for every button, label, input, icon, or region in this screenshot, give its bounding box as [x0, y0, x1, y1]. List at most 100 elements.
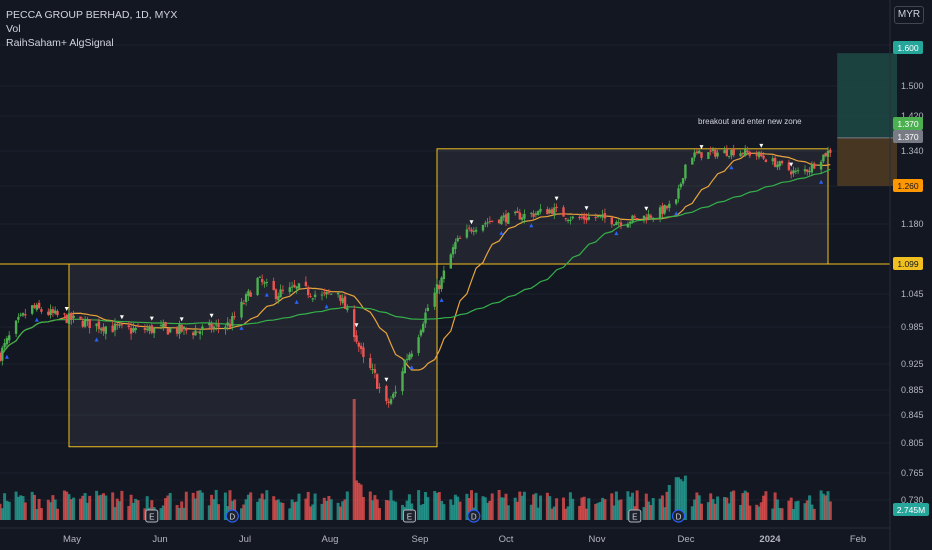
volume-bar	[713, 503, 717, 520]
volume-bar	[194, 498, 197, 520]
candle	[242, 303, 245, 305]
volume-bar	[327, 495, 331, 520]
volume-bar	[16, 496, 20, 520]
volume-legend[interactable]: Vol	[6, 23, 21, 35]
indicator-legend[interactable]: RaihSaham+ AlgSignal	[6, 37, 114, 49]
event-d-marker[interactable]: D	[671, 509, 686, 523]
candle	[668, 203, 671, 208]
signal-marker	[614, 231, 619, 236]
signal-marker	[294, 299, 299, 304]
candle	[633, 216, 636, 218]
candle	[698, 150, 701, 154]
candle	[422, 323, 425, 332]
volume-bar	[644, 493, 648, 520]
candle	[486, 222, 489, 224]
volume-bar	[585, 508, 588, 520]
volume-bar	[180, 501, 184, 520]
candle	[56, 311, 59, 316]
candle	[725, 149, 728, 156]
y-tick-label: 0.845	[901, 410, 924, 420]
volume-bar	[695, 492, 699, 520]
volume-bar	[62, 490, 66, 520]
candle	[143, 327, 147, 331]
volume-bar	[378, 508, 381, 520]
y-tick-label: 0.985	[901, 322, 924, 332]
x-tick-label: Jul	[239, 534, 251, 545]
candle	[17, 316, 20, 320]
candle	[514, 211, 517, 214]
candle	[111, 325, 114, 333]
candle	[150, 325, 153, 333]
candle	[389, 399, 393, 404]
event-d-marker[interactable]: D	[225, 509, 239, 523]
candle	[488, 221, 492, 223]
currency-button[interactable]: MYR	[894, 6, 924, 24]
volume-bar	[440, 500, 444, 520]
candle	[1, 347, 4, 361]
signal-marker	[384, 377, 389, 382]
event-label: E	[149, 513, 154, 522]
candle	[580, 216, 584, 218]
volume-bar	[582, 496, 586, 520]
x-tick-label: 2024	[759, 534, 781, 545]
volume-bar	[516, 501, 519, 520]
event-e-marker[interactable]: E	[402, 509, 416, 523]
candle	[824, 152, 827, 157]
volume-bar	[483, 497, 487, 520]
volume-bar	[272, 496, 276, 520]
candle	[426, 307, 429, 311]
signal-marker	[759, 143, 764, 148]
volume-bar	[30, 491, 34, 520]
candle	[629, 221, 632, 224]
candle	[35, 304, 38, 310]
candle	[373, 369, 377, 373]
candle	[438, 285, 441, 290]
event-d-marker[interactable]: D	[467, 509, 481, 523]
candle	[330, 293, 333, 295]
candle	[127, 325, 130, 328]
candle	[14, 320, 18, 334]
candle	[562, 207, 565, 217]
event-e-marker[interactable]: E	[145, 509, 159, 523]
volume-bar	[789, 497, 793, 520]
candle	[47, 311, 50, 315]
volume-bar	[258, 498, 262, 520]
candle	[51, 309, 55, 314]
volume-bar	[242, 504, 246, 520]
event-e-marker[interactable]: E	[628, 509, 642, 523]
candle	[571, 216, 574, 219]
volume-bar	[787, 500, 791, 520]
volume-bar	[99, 494, 103, 520]
candle	[603, 213, 607, 219]
candle	[403, 360, 406, 374]
candle	[739, 153, 742, 157]
volume-bar	[732, 490, 736, 520]
candle	[79, 316, 82, 319]
volume-bar	[120, 490, 124, 520]
volume-bar	[329, 499, 333, 520]
candle	[569, 219, 572, 221]
volume-bar	[343, 499, 347, 520]
candle	[523, 213, 526, 219]
dividend-icon	[467, 509, 481, 523]
candle	[707, 152, 710, 159]
candle	[136, 325, 140, 327]
range-box-0	[68, 263, 438, 448]
volume-bar	[759, 502, 763, 520]
volume-bar	[497, 489, 501, 520]
candle	[684, 164, 687, 179]
candle	[378, 387, 381, 389]
volume-bar	[578, 505, 582, 520]
volume-bar	[442, 504, 446, 520]
candle	[63, 313, 66, 315]
candle	[175, 327, 179, 334]
price-label-text: 1.600	[897, 43, 919, 53]
candle	[146, 328, 149, 331]
volume-bar	[276, 499, 280, 520]
volume-bar	[184, 491, 188, 520]
volume-bar	[502, 497, 506, 520]
candle	[744, 149, 747, 156]
candle	[537, 211, 540, 215]
